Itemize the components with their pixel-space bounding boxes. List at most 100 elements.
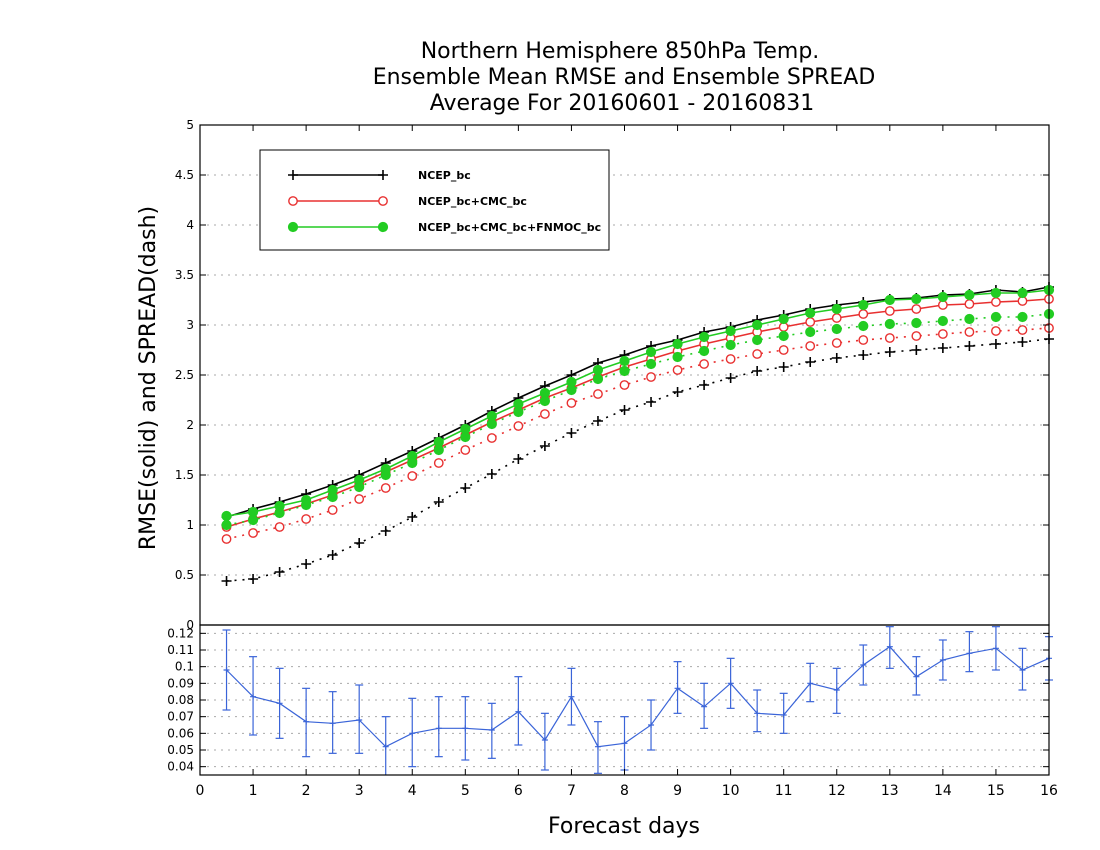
spread-point bbox=[964, 341, 975, 351]
spread-point bbox=[911, 345, 922, 355]
series-1 bbox=[221, 282, 1054, 586]
spread-point bbox=[752, 349, 763, 359]
spread-point bbox=[1017, 325, 1028, 335]
spread-point bbox=[407, 471, 418, 481]
difference-point bbox=[276, 700, 283, 707]
title-line-3: Average For 20160601 - 20160831 bbox=[430, 91, 815, 116]
rmse-point bbox=[990, 287, 1002, 299]
spread-point bbox=[539, 395, 551, 407]
spread-point bbox=[964, 327, 975, 337]
rmse-point bbox=[884, 294, 895, 306]
spread-point bbox=[858, 350, 869, 360]
spread-point bbox=[672, 351, 683, 363]
spread-point bbox=[513, 406, 524, 418]
rmse-point bbox=[1017, 287, 1028, 299]
x-tick-label: 15 bbox=[987, 783, 1005, 799]
spread-point bbox=[646, 397, 657, 407]
spread-point bbox=[593, 389, 603, 399]
difference-point bbox=[250, 693, 257, 700]
x-tick-label: 3 bbox=[355, 783, 364, 799]
rmse-point bbox=[884, 306, 895, 316]
rmse-point bbox=[221, 510, 232, 522]
spread-point bbox=[805, 341, 816, 351]
x-tick-label: 2 bbox=[302, 783, 311, 799]
difference-point bbox=[860, 662, 867, 668]
lower-y-tick-label: 0.1 bbox=[175, 660, 194, 674]
spread-point bbox=[513, 421, 524, 431]
spread-point bbox=[698, 345, 710, 357]
legend-label: NCEP_bc+CMC_bc+FNMOC_bc bbox=[418, 221, 601, 234]
rmse-point bbox=[752, 319, 763, 331]
spread-point bbox=[566, 428, 577, 438]
spread-point bbox=[778, 330, 789, 342]
spread-point bbox=[619, 405, 630, 415]
spread-point bbox=[433, 458, 444, 468]
spread-point bbox=[937, 315, 948, 327]
lower-panel bbox=[222, 626, 1053, 775]
spread-point bbox=[274, 522, 285, 532]
y-tick-label: 0 bbox=[186, 618, 194, 632]
x-tick-label: 7 bbox=[567, 783, 576, 799]
rmse-point bbox=[672, 338, 683, 350]
spread-point bbox=[247, 514, 259, 526]
difference-point bbox=[223, 667, 230, 673]
x-tick-label: 9 bbox=[673, 783, 682, 799]
spread-line bbox=[226, 338, 1050, 582]
spread-point bbox=[645, 358, 657, 370]
spread-point bbox=[805, 326, 816, 338]
spread-point bbox=[486, 433, 497, 443]
spread-point bbox=[221, 534, 232, 544]
rmse-point bbox=[858, 299, 869, 311]
spread-point bbox=[354, 481, 365, 493]
spread-point bbox=[725, 373, 736, 383]
rmse-point bbox=[805, 307, 816, 319]
x-tick-label: 4 bbox=[408, 783, 417, 799]
spread-point bbox=[301, 559, 312, 569]
lower-y-tick-label: 0.04 bbox=[167, 760, 194, 774]
legend: NCEP_bc NCEP_bc+CMC_bc NCEP_bc+CMC_bc+FNMO… bbox=[259, 149, 610, 251]
lower-y-tick-label: 0.05 bbox=[167, 743, 194, 757]
difference-point bbox=[727, 680, 734, 687]
rmse-line bbox=[226, 289, 1050, 517]
difference-point bbox=[382, 743, 389, 750]
y-tick-label: 0.5 bbox=[175, 568, 194, 582]
spread-point bbox=[327, 491, 338, 503]
y-tick-label: 2.5 bbox=[175, 368, 194, 382]
difference-point bbox=[1019, 667, 1026, 673]
spread-point bbox=[301, 514, 312, 524]
rmse-point bbox=[964, 289, 975, 301]
spread-point bbox=[274, 507, 285, 519]
legend-box bbox=[259, 149, 610, 251]
spread-point bbox=[858, 335, 869, 345]
spread-point bbox=[699, 380, 710, 390]
rmse-point bbox=[778, 313, 789, 325]
legend-marker bbox=[378, 196, 388, 206]
x-tick-label: 5 bbox=[461, 783, 470, 799]
spread-point bbox=[274, 567, 285, 577]
difference-point bbox=[409, 730, 416, 737]
x-tick-label: 10 bbox=[722, 783, 740, 799]
x-tick-label: 16 bbox=[1040, 783, 1058, 799]
legend-marker bbox=[377, 221, 389, 233]
spread-point bbox=[699, 359, 709, 369]
difference-point bbox=[541, 737, 548, 743]
rmse-point bbox=[645, 346, 657, 358]
spread-point bbox=[619, 365, 630, 377]
spread-point bbox=[566, 384, 577, 396]
spread-point bbox=[486, 418, 497, 430]
series-layer bbox=[221, 282, 1055, 586]
y-tick-label: 3 bbox=[186, 318, 194, 332]
spread-point bbox=[380, 483, 391, 493]
rmse-point bbox=[858, 309, 869, 319]
spread-point bbox=[884, 333, 895, 343]
series-3 bbox=[221, 284, 1055, 531]
spread-point bbox=[592, 416, 603, 426]
lower-y-tick-label: 0.09 bbox=[167, 676, 194, 690]
x-tick-label: 13 bbox=[881, 783, 899, 799]
spread-point bbox=[380, 469, 391, 481]
legend-marker bbox=[288, 196, 298, 206]
spread-point bbox=[327, 550, 338, 560]
spread-point bbox=[540, 409, 550, 419]
difference-point bbox=[568, 693, 575, 700]
difference-point bbox=[674, 685, 681, 692]
